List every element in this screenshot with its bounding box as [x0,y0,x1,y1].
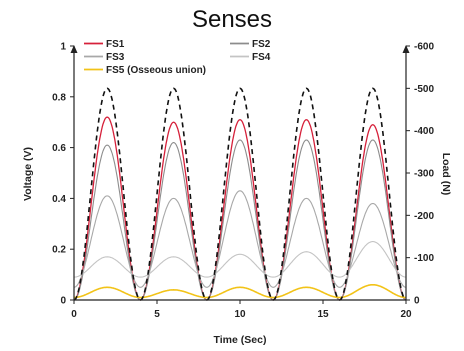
series-line-fs1 [73,116,407,301]
y2-tick-label: -300 [414,169,434,180]
y-tick-label: 0.2 [52,245,66,256]
y2-tick-label: -400 [414,126,434,137]
tick-labels: 0 5 10 15 2000.20.40.60.810-100-200-300-400-… [52,42,434,321]
x-tick-label: 10 [234,309,246,320]
y2-tick-label: -600 [414,42,434,53]
x-tick-label: 20 [400,309,412,320]
x-tick-label: 0 [71,309,77,320]
y2-tick-label: -100 [414,253,434,264]
y-tick-label: 0 [60,296,66,307]
x-axis-label: Time (Sec) [214,334,267,346]
plot-area [73,87,407,301]
legend-label: FS5 (Osseous union) [106,65,206,76]
legend: FS1 FS2 FS3 FS4 FS5 (Osseous union) [84,39,271,76]
y-tick-label: 0.8 [52,92,66,103]
x-tick-label: 5 [154,309,160,320]
y-tick-label: 0.4 [52,194,66,205]
y2-axis-arrow-icon [402,45,410,53]
y-tick-label: 1 [60,42,66,53]
series-line-fs2 [73,139,407,301]
legend-label: FS4 [252,52,271,63]
chart-title: Senses [192,6,272,33]
y2-tick-label: 0 [414,296,420,307]
series-line-load [73,87,407,301]
axes [70,45,410,304]
y-tick-label: 0.6 [52,143,66,154]
y-axis-arrow-icon [70,45,78,53]
y2-tick-label: -500 [414,84,434,95]
legend-label: FS3 [106,52,125,63]
series-line-fs4 [74,241,406,278]
legend-label: FS1 [106,39,125,50]
y-axis-label: Voltage (V) [22,147,34,201]
x-tick-label: 15 [317,309,329,320]
series-line-fs5 [73,283,407,299]
y2-tick-label: -200 [414,211,434,222]
legend-label: FS2 [252,39,271,50]
series-line-fs3 [73,190,407,288]
y2-axis-label: Load (N) [440,153,452,196]
